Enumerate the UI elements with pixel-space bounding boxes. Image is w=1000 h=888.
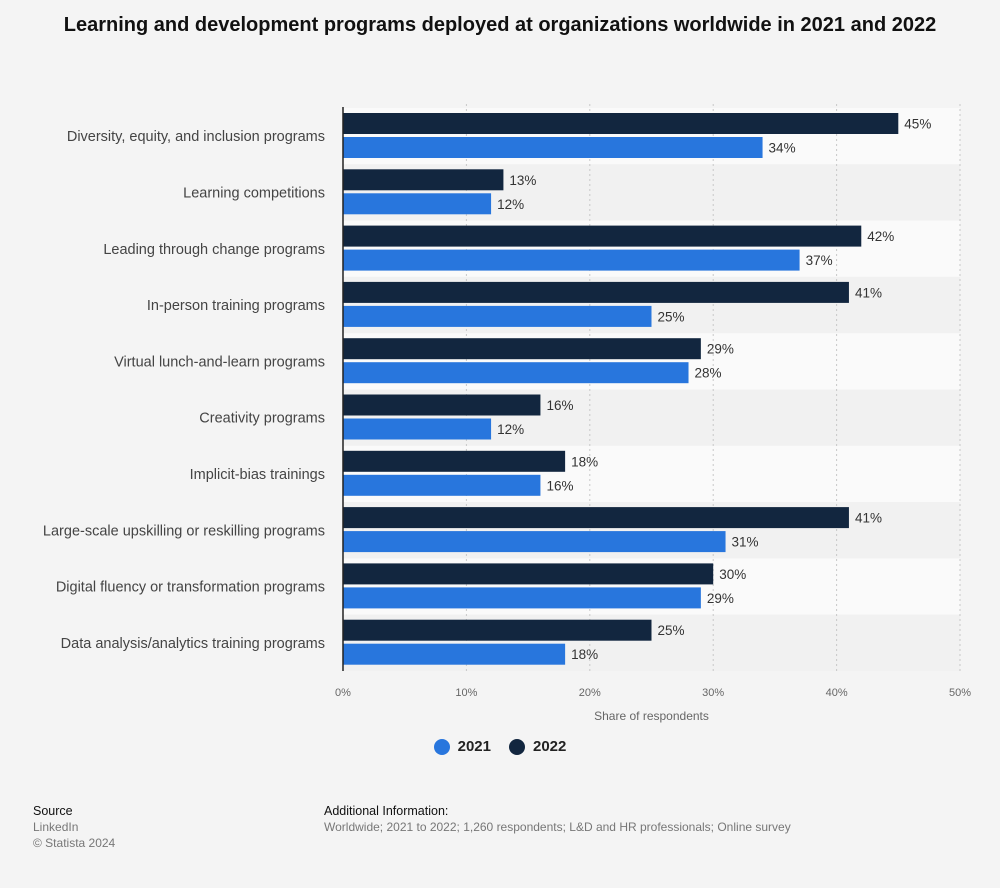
legend: 2021 2022 bbox=[0, 738, 1000, 755]
bar-2021 bbox=[343, 362, 689, 384]
data-label: 42% bbox=[867, 229, 894, 244]
source-heading: Source bbox=[33, 804, 73, 818]
category-label: Leading through change programs bbox=[103, 242, 325, 258]
x-tick-label: 10% bbox=[455, 687, 477, 699]
category-label: Virtual lunch-and-learn programs bbox=[114, 354, 325, 370]
bar-2021 bbox=[343, 418, 492, 440]
bar-2021 bbox=[343, 474, 541, 496]
x-axis-title: Share of respondents bbox=[594, 709, 709, 723]
legend-item-2022[interactable]: 2022 bbox=[509, 738, 566, 755]
x-tick-label: 40% bbox=[826, 687, 848, 699]
bar-2021 bbox=[343, 249, 800, 271]
x-tick-label: 50% bbox=[949, 687, 971, 699]
source-block: Source LinkedIn © Statista 2024 bbox=[33, 803, 115, 851]
data-label: 37% bbox=[806, 253, 833, 268]
data-label: 45% bbox=[904, 117, 931, 132]
data-label: 18% bbox=[571, 454, 598, 469]
data-label: 12% bbox=[497, 422, 524, 437]
data-label: 29% bbox=[707, 591, 734, 606]
category-label: Implicit-bias trainings bbox=[190, 467, 325, 483]
category-label: Learning competitions bbox=[183, 185, 325, 201]
legend-label-2021: 2021 bbox=[457, 738, 491, 755]
category-label: Diversity, equity, and inclusion program… bbox=[67, 129, 325, 145]
bar-2021 bbox=[343, 137, 763, 158]
bar-2022 bbox=[343, 113, 899, 134]
bar-2021 bbox=[343, 305, 652, 327]
data-label: 18% bbox=[571, 647, 598, 662]
bar-2022 bbox=[343, 169, 504, 191]
category-label: In-person training programs bbox=[147, 298, 325, 314]
legend-dot-2022 bbox=[509, 738, 525, 755]
copyright: © Statista 2024 bbox=[33, 836, 116, 850]
data-label: 41% bbox=[855, 511, 882, 526]
bar-2022 bbox=[343, 507, 849, 529]
data-label: 12% bbox=[497, 197, 524, 212]
bar-chart: Diversity, equity, and inclusion program… bbox=[43, 104, 971, 723]
data-label: 28% bbox=[695, 366, 722, 381]
data-label: 34% bbox=[769, 141, 796, 156]
category-label: Creativity programs bbox=[199, 411, 325, 427]
additional-info-heading: Additional Information: bbox=[324, 804, 449, 818]
bar-2022 bbox=[343, 619, 652, 641]
additional-info-block: Additional Information: Worldwide; 2021 … bbox=[324, 803, 791, 835]
data-label: 41% bbox=[855, 285, 882, 300]
x-tick-label: 20% bbox=[579, 687, 601, 699]
legend-label-2022: 2022 bbox=[533, 738, 567, 755]
data-label: 16% bbox=[546, 478, 573, 493]
data-label: 13% bbox=[509, 173, 536, 188]
category-label: Digital fluency or transformation progra… bbox=[56, 580, 325, 596]
legend-item-2021[interactable]: 2021 bbox=[433, 738, 491, 755]
bar-2022 bbox=[343, 394, 541, 416]
category-label: Large-scale upskilling or reskilling pro… bbox=[43, 523, 325, 539]
bar-2022 bbox=[343, 281, 849, 303]
bar-2021 bbox=[343, 587, 701, 609]
bar-2021 bbox=[343, 193, 492, 215]
data-label: 29% bbox=[707, 342, 734, 357]
additional-info-text: Worldwide; 2021 to 2022; 1,260 responden… bbox=[324, 820, 791, 834]
bar-2021 bbox=[343, 643, 566, 665]
x-tick-label: 30% bbox=[702, 687, 724, 699]
category-label: Data analysis/analytics training program… bbox=[61, 636, 325, 652]
source-name[interactable]: LinkedIn bbox=[33, 820, 79, 834]
bar-2022 bbox=[343, 338, 701, 360]
legend-dot-2021 bbox=[433, 738, 450, 755]
bar-2022 bbox=[343, 450, 566, 472]
bar-2021 bbox=[343, 531, 726, 553]
data-label: 16% bbox=[546, 398, 573, 413]
bar-2022 bbox=[343, 225, 862, 247]
data-label: 25% bbox=[658, 623, 685, 638]
data-label: 25% bbox=[658, 309, 685, 324]
chart-title: Learning and development programs deploy… bbox=[63, 14, 937, 36]
data-label: 30% bbox=[719, 567, 746, 582]
bar-2022 bbox=[343, 563, 714, 585]
data-label: 31% bbox=[732, 535, 759, 550]
x-tick-label: 0% bbox=[335, 687, 351, 699]
